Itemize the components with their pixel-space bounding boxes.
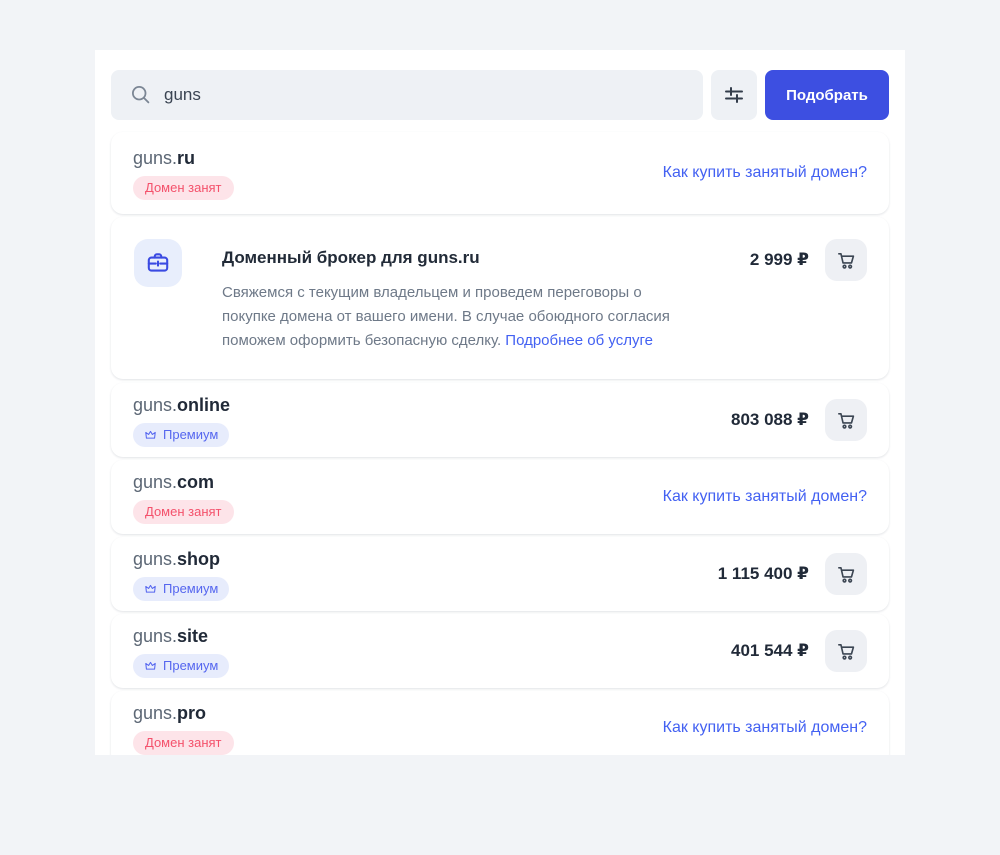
premium-badge-label: Премиум <box>163 658 219 673</box>
cart-icon <box>835 249 858 272</box>
status-badge-taken: Домен занят <box>133 730 234 755</box>
status-badge-premium: Премиум <box>133 576 230 601</box>
domain-name: guns.shop <box>133 548 229 570</box>
domain-prefix: guns. <box>133 394 178 415</box>
domain-tld: shop <box>177 548 221 569</box>
result-card-guns-online: guns.online Премиум 803 088 ₽ <box>111 383 889 457</box>
domain-name: guns.online <box>133 394 230 416</box>
cart-icon <box>835 409 858 432</box>
buy-taken-domain-link[interactable]: Как купить занятый домен? <box>662 719 867 736</box>
add-to-cart-button[interactable] <box>825 239 867 281</box>
domain-name: guns.pro <box>133 702 234 724</box>
premium-badge-label: Премиум <box>163 581 219 596</box>
domain-tld: online <box>177 394 231 415</box>
result-card-guns-com: guns.com Домен занят Как купить занятый … <box>111 460 889 534</box>
broker-more-link[interactable]: Подробнее об услуге <box>505 332 653 349</box>
domain-name: guns.com <box>133 471 234 493</box>
search-input[interactable] <box>164 85 687 105</box>
domain-tld: com <box>177 471 215 492</box>
broker-description: Свяжемся с текущим владельцем и проведем… <box>222 281 694 353</box>
result-card-guns-shop: guns.shop Премиум 1 115 400 ₽ <box>111 537 889 611</box>
result-card-guns-ru: guns.ru Домен занят Как купить занятый д… <box>111 132 889 214</box>
search-row: Подобрать <box>111 70 889 120</box>
add-to-cart-button[interactable] <box>825 553 867 595</box>
buy-cell: 401 544 ₽ <box>731 630 867 672</box>
crown-icon <box>145 430 156 439</box>
add-to-cart-button[interactable] <box>825 399 867 441</box>
domain-name: guns.ru <box>133 147 234 169</box>
result-card-guns-site: guns.site Премиум 401 544 ₽ <box>111 614 889 688</box>
domain-prefix: guns. <box>133 471 178 492</box>
buy-cell: 803 088 ₽ <box>731 399 867 441</box>
table-row: guns.online Премиум 803 088 ₽ <box>111 383 889 457</box>
filter-button[interactable] <box>711 70 757 120</box>
broker-description-text: Свяжемся с текущим владельцем и проведем… <box>222 284 670 349</box>
domain-price: 401 544 ₽ <box>730 641 809 660</box>
result-card-guns-pro: guns.pro Домен занят Как купить занятый … <box>111 691 889 755</box>
domain-prefix: guns. <box>133 147 178 168</box>
status-badge-premium: Премиум <box>133 653 230 678</box>
domain-tld: ru <box>177 147 196 168</box>
domain-cell: guns.shop Премиум <box>133 548 230 601</box>
table-row: guns.site Премиум 401 544 ₽ <box>111 614 889 688</box>
domain-prefix: guns. <box>133 625 178 646</box>
broker-tile <box>134 239 182 287</box>
broker-card: Доменный брокер для guns.ru Свяжемся с т… <box>111 217 889 379</box>
premium-badge-label: Премиум <box>163 427 219 442</box>
cart-icon <box>835 563 858 586</box>
domain-name: guns.site <box>133 625 229 647</box>
status-badge-taken: Домен занят <box>133 499 234 524</box>
add-to-cart-button[interactable] <box>825 630 867 672</box>
crown-icon <box>145 661 156 670</box>
cart-icon <box>835 640 858 663</box>
status-badge-premium: Премиум <box>133 422 230 447</box>
domain-prefix: guns. <box>133 548 178 569</box>
broker-title: Доменный брокер для guns.ru <box>222 248 480 267</box>
sliders-icon <box>722 83 746 107</box>
domain-cell: guns.com Домен занят <box>133 471 234 524</box>
domain-tld: site <box>177 625 209 646</box>
domain-price: 1 115 400 ₽ <box>717 564 809 583</box>
domain-tld: pro <box>177 702 207 723</box>
search-box[interactable] <box>111 70 703 120</box>
domain-cell: guns.online Премиум <box>133 394 230 447</box>
briefcase-icon <box>145 250 171 276</box>
domain-cell: guns.pro Домен занят <box>133 702 234 755</box>
buy-cell: 1 115 400 ₽ <box>718 553 867 595</box>
crown-icon <box>145 584 156 593</box>
broker-price: 2 999 ₽ <box>749 250 809 269</box>
domain-prefix: guns. <box>133 702 178 723</box>
domain-price: 803 088 ₽ <box>730 410 809 429</box>
buy-taken-domain-link[interactable]: Как купить занятый домен? <box>662 488 867 505</box>
table-row: guns.ru Домен занят Как купить занятый д… <box>111 132 889 214</box>
search-submit-button[interactable]: Подобрать <box>765 70 889 120</box>
table-row: guns.com Домен занят Как купить занятый … <box>111 460 889 534</box>
broker-content: Доменный брокер для guns.ru Свяжемся с т… <box>222 239 750 353</box>
buy-taken-domain-link[interactable]: Как купить занятый домен? <box>662 164 867 181</box>
domain-search-panel: Подобрать guns.ru Домен занят Как купить… <box>95 50 905 755</box>
status-badge-taken: Домен занят <box>133 175 234 200</box>
search-icon <box>130 84 164 106</box>
domain-cell: guns.site Премиум <box>133 625 230 678</box>
table-row: guns.pro Домен занят Как купить занятый … <box>111 691 889 755</box>
table-row: guns.shop Премиум 1 115 400 ₽ <box>111 537 889 611</box>
domain-cell: guns.ru Домен занят <box>133 147 234 200</box>
broker-buy: 2 999 ₽ <box>750 239 867 281</box>
